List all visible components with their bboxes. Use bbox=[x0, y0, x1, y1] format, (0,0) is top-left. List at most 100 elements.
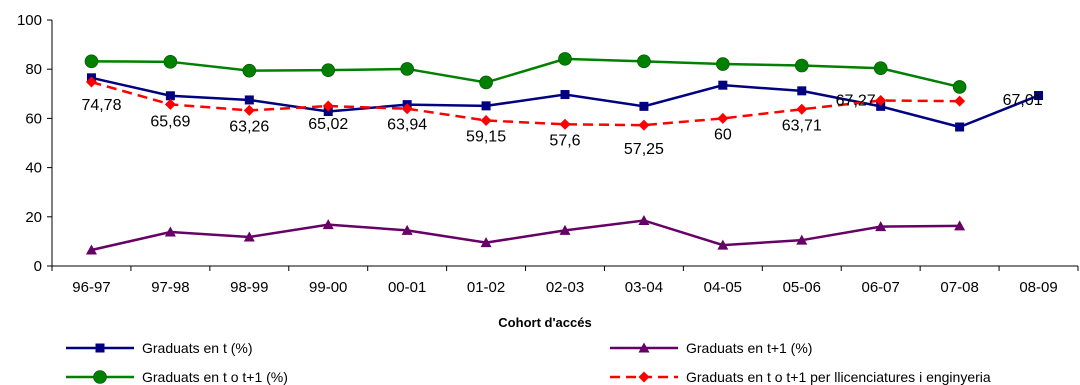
data-point bbox=[85, 76, 97, 88]
data-label: 74,78 bbox=[81, 97, 121, 114]
data-point bbox=[481, 101, 491, 111]
data-point bbox=[164, 226, 176, 237]
x-tick-label: 99-00 bbox=[309, 279, 347, 296]
y-tick-label: 20 bbox=[25, 209, 42, 226]
data-label: 60 bbox=[714, 126, 732, 143]
data-point bbox=[480, 237, 492, 248]
data-point bbox=[637, 54, 651, 69]
series-3 bbox=[84, 52, 967, 94]
data-point bbox=[796, 234, 808, 245]
y-tick-label: 80 bbox=[25, 61, 42, 78]
data-point bbox=[243, 104, 255, 116]
data-label: 57,25 bbox=[624, 141, 664, 158]
x-tick-label: 06-07 bbox=[862, 279, 900, 296]
data-point bbox=[718, 80, 728, 90]
data-point bbox=[875, 95, 887, 107]
data-point bbox=[955, 122, 965, 132]
data-labels: 74,78 65,69 63,26 65,02 63,94 59,15 57,6 57,25 6… bbox=[81, 92, 1042, 158]
data-point bbox=[244, 95, 254, 105]
data-point bbox=[93, 370, 107, 384]
legend-label: Graduats en t o t+1 per llicenciatures i… bbox=[686, 369, 991, 385]
data-label: 63,94 bbox=[387, 117, 427, 134]
data-point bbox=[796, 103, 808, 115]
y-tick-label: 60 bbox=[25, 110, 42, 127]
data-point bbox=[876, 101, 886, 111]
x-tick-label: 01-02 bbox=[467, 279, 505, 296]
data-label: 63,26 bbox=[229, 118, 269, 135]
y-tick-label: 100 bbox=[17, 12, 42, 29]
series-line bbox=[91, 80, 960, 127]
legend-item: Graduats en t o t+1 per llicenciatures i… bbox=[610, 369, 991, 385]
x-tick-label: 02-03 bbox=[546, 279, 584, 296]
series-line bbox=[91, 57, 960, 89]
data-label: 65,69 bbox=[150, 113, 190, 130]
legend-item: Graduats en t (%) bbox=[66, 340, 253, 356]
x-tick-label: 03-04 bbox=[625, 279, 663, 296]
data-label: 65,02 bbox=[308, 116, 348, 133]
x-tick-label: 08-09 bbox=[1019, 279, 1057, 296]
data-point bbox=[638, 119, 650, 131]
x-tick-label: 07-08 bbox=[940, 279, 978, 296]
data-point bbox=[163, 55, 178, 69]
legend-item: Graduats en t o t+1 (%) bbox=[66, 369, 288, 385]
series-4 bbox=[85, 76, 966, 131]
data-point bbox=[954, 220, 966, 231]
series-line bbox=[91, 219, 960, 252]
data-point bbox=[164, 98, 176, 110]
data-point bbox=[638, 371, 650, 383]
series-2 bbox=[85, 214, 966, 255]
y-tick-label: 0 bbox=[34, 258, 42, 275]
data-point bbox=[321, 63, 336, 77]
data-point bbox=[480, 114, 492, 126]
data-point bbox=[165, 91, 175, 101]
data-label: 67,27 bbox=[836, 93, 876, 110]
x-axis-title: Cohort d'accés bbox=[498, 315, 591, 330]
data-point bbox=[401, 224, 413, 235]
x-tick-label: 97-98 bbox=[151, 279, 189, 296]
legend: Graduats en t (%) Graduats en t+1 (%) Grad… bbox=[66, 340, 991, 385]
data-point bbox=[1034, 91, 1044, 101]
data-point bbox=[638, 342, 650, 353]
data-label: 57,6 bbox=[549, 132, 580, 149]
y-tick-label: 40 bbox=[25, 160, 42, 177]
data-point bbox=[797, 86, 807, 96]
data-point bbox=[717, 239, 729, 250]
data-label: 67,01 bbox=[1003, 92, 1043, 109]
data-point bbox=[400, 62, 414, 76]
x-tick-label: 96-97 bbox=[72, 279, 110, 296]
x-tick-label: 00-01 bbox=[388, 279, 426, 296]
data-label: 63,71 bbox=[782, 117, 822, 134]
data-point bbox=[794, 58, 809, 73]
data-point bbox=[95, 343, 105, 353]
data-point bbox=[639, 101, 649, 111]
legend-label: Graduats en t+1 (%) bbox=[686, 340, 812, 356]
data-label: 59,15 bbox=[466, 128, 506, 145]
legend-label: Graduats en t o t+1 (%) bbox=[142, 369, 288, 385]
data-point bbox=[716, 57, 730, 71]
data-point bbox=[479, 75, 493, 90]
data-point bbox=[558, 52, 572, 66]
data-point bbox=[322, 100, 334, 112]
data-point bbox=[85, 244, 97, 255]
data-point bbox=[717, 112, 729, 124]
data-point bbox=[559, 224, 571, 235]
data-point bbox=[875, 221, 887, 232]
data-point bbox=[401, 103, 413, 115]
data-point bbox=[560, 90, 570, 100]
data-point bbox=[243, 231, 255, 242]
data-point bbox=[638, 214, 650, 225]
data-point bbox=[952, 80, 967, 94]
series-layer bbox=[84, 52, 1044, 255]
data-point bbox=[242, 63, 257, 78]
data-point bbox=[322, 219, 334, 230]
data-point bbox=[954, 95, 966, 107]
data-point bbox=[84, 54, 99, 69]
legend-label: Graduats en t (%) bbox=[142, 340, 253, 356]
axes bbox=[47, 19, 1079, 271]
tick-labels: 0 20 40 60 80 100 96-97 97-98 98-99 99-00 00-01 01-… bbox=[17, 12, 1058, 296]
x-tick-label: 05-06 bbox=[783, 279, 821, 296]
data-point bbox=[873, 61, 888, 76]
x-tick-label: 98-99 bbox=[230, 279, 268, 296]
data-point bbox=[559, 118, 571, 130]
